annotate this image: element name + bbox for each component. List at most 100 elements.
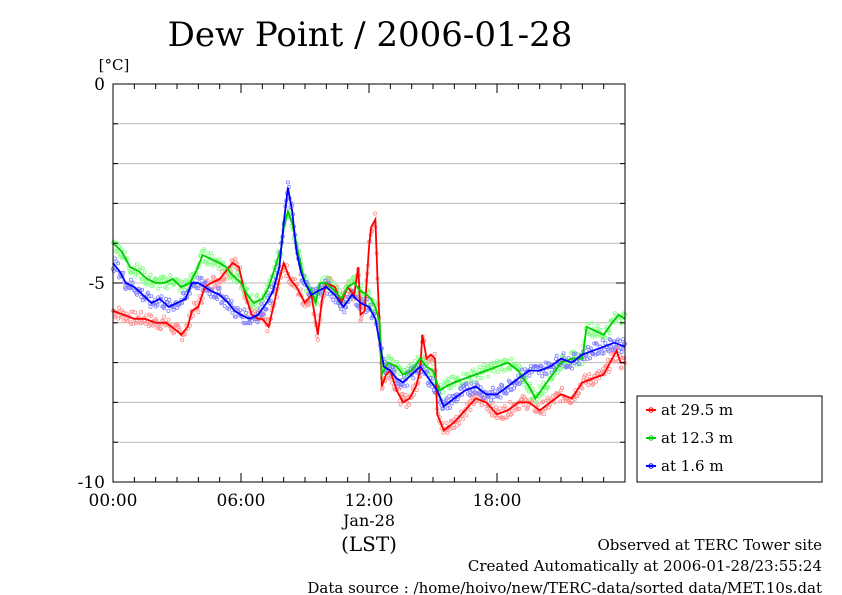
- raw-sample-point: [414, 388, 419, 393]
- x-tick-label: 00:00: [89, 491, 138, 511]
- raw-sample-point: [468, 379, 473, 384]
- raw-sample-point: [446, 376, 451, 381]
- raw-sample-point: [553, 356, 558, 361]
- series-line-1: [112, 215, 625, 432]
- raw-sample-point: [619, 365, 624, 370]
- raw-sample-point: [170, 281, 175, 286]
- raw-sample-point: [307, 301, 312, 306]
- raw-sample-point: [457, 392, 462, 397]
- raw-sample-point: [134, 262, 139, 267]
- raw-sample-point: [498, 395, 503, 400]
- raw-sample-point: [224, 294, 229, 299]
- raw-sample-point: [529, 398, 534, 403]
- legend-box: [636, 395, 823, 483]
- raw-sample-point: [450, 425, 455, 430]
- x-axis-date-label: Jan-28: [341, 511, 395, 530]
- raw-sample-point: [495, 370, 500, 375]
- raw-sample-point: [351, 274, 356, 279]
- raw-sample-point: [600, 367, 605, 372]
- raw-sample-point: [215, 296, 220, 301]
- raw-sample-point: [140, 287, 145, 292]
- raw-sample-point: [510, 408, 515, 413]
- raw-sample-point: [174, 323, 179, 328]
- raw-sample-point: [521, 403, 526, 408]
- legend-label: at 12.3 m: [661, 429, 733, 447]
- raw-sample-point: [464, 380, 469, 385]
- raw-sample-point: [425, 369, 430, 374]
- raw-sample-point: [445, 406, 450, 411]
- raw-sample-point: [243, 321, 248, 326]
- raw-sample-point: [455, 375, 460, 380]
- raw-sample-point: [595, 323, 600, 328]
- raw-sample-point: [480, 396, 485, 401]
- footer-observed: Observed at TERC Tower site: [597, 536, 822, 554]
- raw-sample-point: [343, 305, 348, 310]
- raw-sample-point: [527, 373, 532, 378]
- raw-sample-point: [448, 385, 453, 390]
- raw-sample-point: [536, 371, 541, 376]
- raw-sample-point: [568, 363, 573, 368]
- raw-sample-point: [325, 291, 330, 296]
- raw-sample-point: [219, 301, 224, 306]
- raw-sample-point: [490, 385, 495, 390]
- raw-sample-point: [285, 180, 290, 185]
- raw-sample-point: [144, 313, 149, 318]
- raw-sample-point: [220, 300, 225, 305]
- raw-sample-point: [482, 362, 487, 367]
- raw-sample-point: [152, 276, 157, 281]
- raw-sample-point: [559, 388, 564, 393]
- raw-sample-point: [191, 313, 196, 318]
- raw-sample-point: [366, 290, 371, 295]
- raw-sample-point: [255, 320, 260, 325]
- raw-sample-point: [618, 346, 623, 351]
- raw-sample-point: [541, 412, 546, 417]
- raw-sample-point: [368, 302, 373, 307]
- raw-sample-point: [509, 356, 514, 361]
- raw-sample-point: [421, 364, 426, 369]
- raw-sample-point: [582, 375, 587, 380]
- raw-sample-point: [128, 277, 133, 282]
- raw-sample-point: [251, 305, 256, 310]
- raw-sample-point: [546, 384, 551, 389]
- raw-sample-point: [559, 385, 564, 390]
- raw-sample-point: [177, 288, 182, 293]
- raw-sample-point: [528, 381, 533, 386]
- raw-sample-point: [116, 316, 121, 321]
- raw-sample-point: [220, 269, 225, 274]
- raw-sample-point: [540, 400, 545, 405]
- raw-sample-point: [392, 370, 397, 375]
- raw-sample-point: [489, 409, 494, 414]
- raw-sample-point: [500, 416, 505, 421]
- raw-sample-point: [157, 284, 162, 289]
- raw-sample-point: [230, 266, 235, 271]
- raw-sample-point: [585, 356, 590, 361]
- series-lines: [112, 187, 626, 432]
- raw-sample-point: [468, 407, 473, 412]
- raw-sample-point: [227, 307, 232, 312]
- raw-sample-point: [229, 299, 234, 304]
- legend-label: at 1.6 m: [661, 457, 724, 475]
- raw-sample-point: [260, 312, 265, 317]
- raw-sample-point: [606, 349, 611, 354]
- raw-sample-point: [329, 294, 334, 299]
- raw-sample-point: [160, 274, 165, 279]
- y-tick-label: 0: [94, 75, 105, 95]
- raw-sample-point: [554, 353, 559, 358]
- raw-sample-point: [543, 388, 548, 393]
- raw-sample-point: [537, 384, 542, 389]
- raw-sample-point: [131, 321, 136, 326]
- legend-label: at 29.5 m: [661, 401, 733, 419]
- raw-sample-point: [121, 270, 126, 275]
- raw-sample-point: [541, 399, 546, 404]
- raw-sample-point: [508, 412, 513, 417]
- x-tick-label: 18:00: [473, 491, 522, 511]
- raw-sample-point: [444, 420, 449, 425]
- raw-sample-point: [238, 308, 243, 313]
- raw-sample-point: [261, 312, 266, 317]
- raw-sample-point: [212, 284, 217, 289]
- raw-sample-point: [166, 309, 171, 314]
- raw-sample-point: [600, 338, 605, 343]
- series-line-2: [112, 208, 626, 401]
- raw-sample-point: [593, 379, 598, 384]
- raw-sample-point: [295, 281, 300, 286]
